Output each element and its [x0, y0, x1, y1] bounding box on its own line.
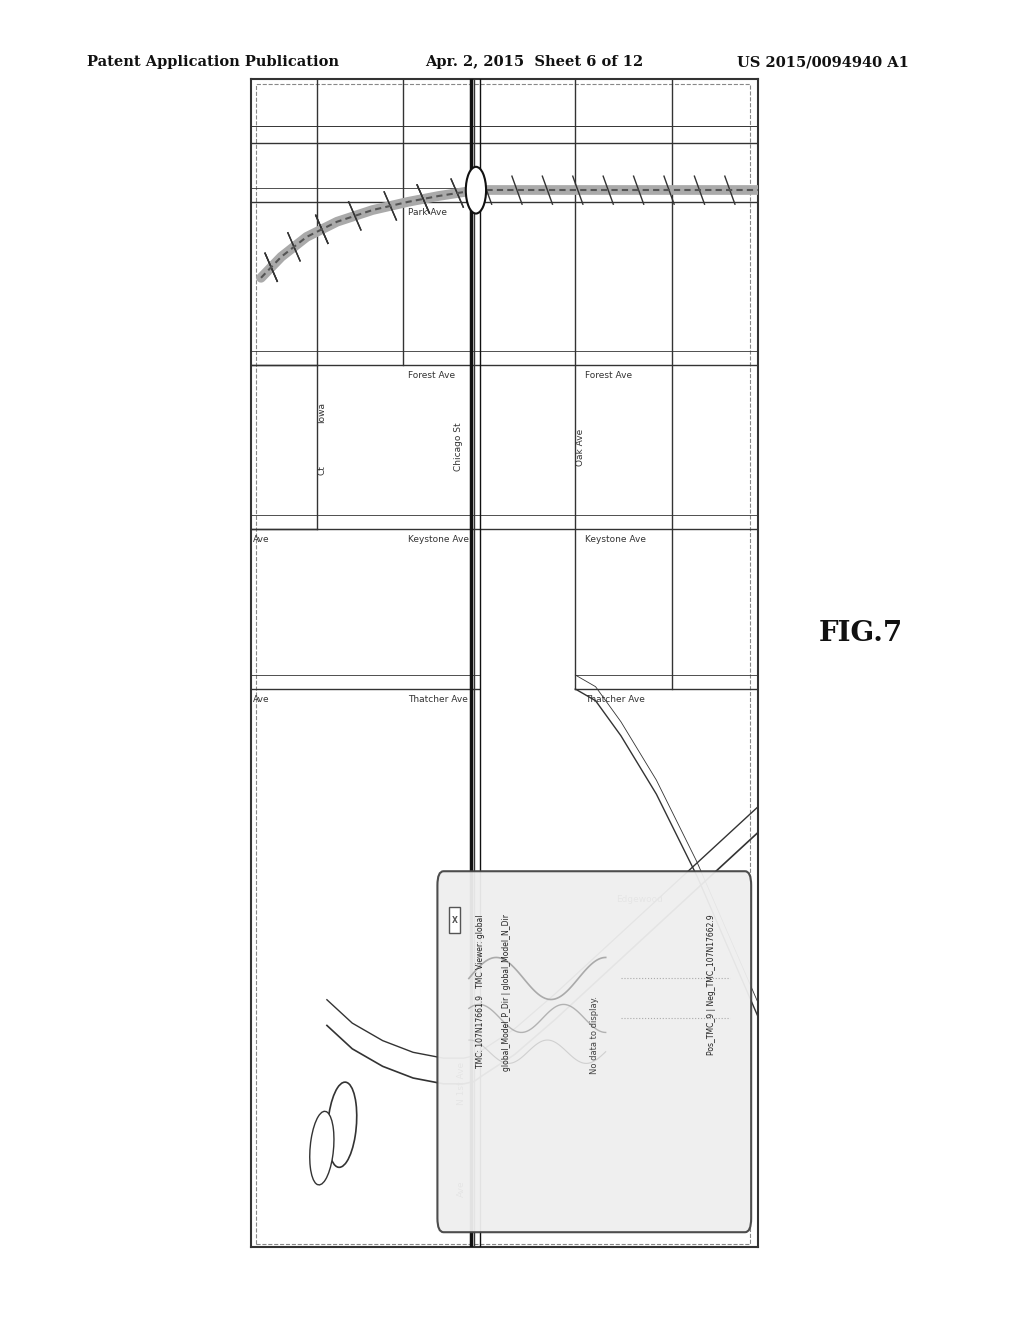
Text: Park Ave: Park Ave	[408, 207, 447, 216]
Ellipse shape	[309, 1111, 334, 1185]
Text: global_Model_P_Dir | global_Model_N_Dir: global_Model_P_Dir | global_Model_N_Dir	[502, 915, 511, 1072]
Text: Ave: Ave	[253, 535, 270, 544]
Text: Keystone Ave: Keystone Ave	[408, 535, 469, 544]
Text: No data to display.: No data to display.	[590, 997, 599, 1074]
Text: Thatcher Ave: Thatcher Ave	[408, 694, 468, 704]
Text: Keystone Ave: Keystone Ave	[586, 535, 646, 544]
Text: Apr. 2, 2015  Sheet 6 of 12: Apr. 2, 2015 Sheet 6 of 12	[425, 55, 643, 70]
Ellipse shape	[328, 1082, 356, 1167]
Text: Edgewood: Edgewood	[615, 895, 663, 904]
Text: Ct: Ct	[317, 466, 327, 475]
Text: N 1st Ave: N 1st Ave	[457, 1063, 466, 1105]
Text: Forest Ave: Forest Ave	[408, 371, 455, 380]
Text: Ave: Ave	[253, 694, 270, 704]
Circle shape	[466, 166, 486, 214]
Text: X: X	[452, 916, 458, 925]
Text: Patent Application Publication: Patent Application Publication	[87, 55, 339, 70]
Text: Forest Ave: Forest Ave	[586, 371, 633, 380]
Bar	[450, 907, 460, 933]
FancyBboxPatch shape	[437, 871, 752, 1232]
Text: FIG.7: FIG.7	[819, 620, 903, 647]
Text: Ave: Ave	[457, 1180, 466, 1197]
Text: Iowa: Iowa	[317, 401, 327, 422]
Text: US 2015/0094940 A1: US 2015/0094940 A1	[737, 55, 909, 70]
Text: Thatcher Ave: Thatcher Ave	[586, 694, 645, 704]
Text: Chicago St: Chicago St	[455, 422, 463, 471]
Text: Oak Ave: Oak Ave	[575, 429, 585, 466]
Text: TMC: 107N17661.9   TMC Viewer: global: TMC: 107N17661.9 TMC Viewer: global	[476, 915, 485, 1068]
Text: Pos_TMC_9 | Neg_TMC_107N17662.9: Pos_TMC_9 | Neg_TMC_107N17662.9	[707, 915, 716, 1055]
